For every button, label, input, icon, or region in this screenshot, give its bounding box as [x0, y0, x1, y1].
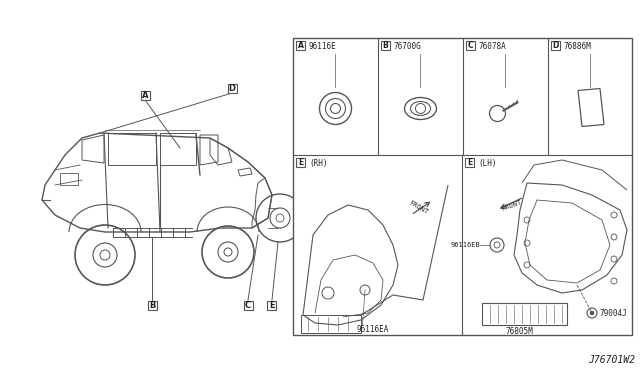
Bar	[482, 303, 567, 325]
Bar	[296, 158, 305, 167]
Text: A: A	[298, 41, 303, 50]
Text: B: B	[149, 301, 155, 310]
Bar	[227, 83, 237, 93]
Text: (LH): (LH)	[478, 158, 497, 167]
Bar	[465, 158, 474, 167]
Text: 76078A: 76078A	[479, 42, 507, 51]
Text: D: D	[552, 41, 559, 50]
Bar	[268, 301, 276, 310]
Bar	[293, 38, 632, 335]
Text: E: E	[298, 158, 303, 167]
Bar	[60, 173, 78, 185]
Text: D: D	[228, 83, 236, 93]
Text: C: C	[245, 301, 251, 310]
Bar	[296, 41, 305, 50]
Text: 79004J: 79004J	[600, 308, 628, 317]
Text: 76805M: 76805M	[506, 327, 533, 336]
Text: FRONT: FRONT	[407, 200, 429, 216]
Text: 76886M: 76886M	[564, 42, 592, 51]
Bar	[243, 301, 253, 310]
Bar	[381, 41, 390, 50]
Text: E: E	[269, 301, 275, 310]
Text: FRONT: FRONT	[501, 199, 523, 211]
Text: A: A	[141, 90, 148, 99]
Text: C: C	[468, 41, 474, 50]
Bar	[147, 301, 157, 310]
Text: E: E	[467, 158, 472, 167]
Text: 96116EA: 96116EA	[356, 326, 388, 334]
Bar	[141, 90, 150, 99]
Text: 96116EB: 96116EB	[451, 242, 480, 248]
Bar	[466, 41, 475, 50]
Circle shape	[590, 311, 594, 315]
Text: B: B	[383, 41, 388, 50]
Text: 76700G: 76700G	[394, 42, 422, 51]
Text: (RH): (RH)	[309, 158, 328, 167]
Text: 96116E: 96116E	[309, 42, 337, 51]
Bar	[551, 41, 560, 50]
Text: J76701W2: J76701W2	[588, 355, 635, 365]
